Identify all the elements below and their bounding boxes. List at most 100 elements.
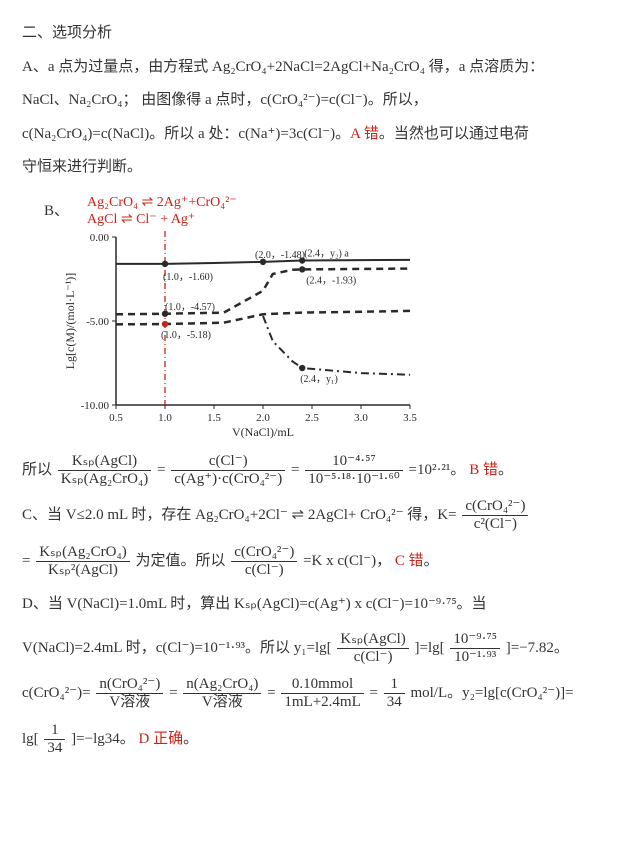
txt: A、a 点为过量点，由方程式 bbox=[22, 59, 212, 75]
dot: 。 bbox=[424, 553, 439, 569]
num: Kₛₚ(Ag₂CrO₄) bbox=[36, 544, 129, 561]
den: c²(Cl⁻) bbox=[462, 515, 528, 533]
svg-text:V(NaCl)/mL: V(NaCl)/mL bbox=[232, 425, 294, 439]
txt: 得，K= bbox=[404, 507, 457, 523]
frac: c(CrO₄²⁻)c²(Cl⁻) bbox=[462, 498, 528, 534]
num: 1 bbox=[384, 676, 405, 693]
frac: 0.10mmol1mL+2.4mL bbox=[281, 676, 363, 712]
svg-text:3.5: 3.5 bbox=[403, 412, 417, 424]
den: c(Cl⁻) bbox=[337, 648, 408, 666]
txt: C、当 V≤2.0 mL 时，存在 bbox=[22, 507, 195, 523]
den: V溶液 bbox=[96, 693, 163, 711]
eq: c(Na⁺)=3c(Cl⁻) bbox=[238, 126, 335, 142]
B-label: B、 bbox=[44, 196, 69, 228]
txt: 。当然也可以通过电荷 bbox=[379, 126, 529, 142]
svg-text:0.00: 0.00 bbox=[90, 232, 110, 244]
den: Kₛₚ²(AgCl) bbox=[36, 561, 129, 579]
txt: Ag₂CrO₄ ⇌ 2Ag⁺+CrO₄²⁻ bbox=[87, 195, 237, 210]
D-line1: D、当 V(NaCl)=1.0mL 时，算出 Kₛₚ(AgCl)=c(Ag⁺) … bbox=[22, 589, 613, 621]
frac: Kₛₚ(Ag₂CrO₄)Kₛₚ²(AgCl) bbox=[36, 544, 129, 580]
frac: c(Cl⁻)c(Ag⁺)·c(CrO₄²⁻) bbox=[171, 453, 285, 489]
A-wrong: A 错 bbox=[350, 126, 379, 142]
D-line2: V(NaCl)=2.4mL 时，c(Cl⁻)=10⁻¹·⁹³。所以 y₁=lg[… bbox=[22, 631, 613, 667]
svg-text:(1.0，-4.57): (1.0，-4.57) bbox=[165, 301, 215, 312]
eq: = bbox=[370, 685, 378, 701]
B-wrong: B 错 bbox=[469, 462, 498, 478]
chart: 0.00-5.00-10.000.51.01.52.02.53.03.5V(Na… bbox=[60, 229, 613, 439]
num: n(CrO₄²⁻) bbox=[96, 676, 163, 693]
num: 0.10mmol bbox=[281, 676, 363, 693]
A-line4: 守恒来进行判断。 bbox=[22, 152, 613, 184]
svg-text:2.0: 2.0 bbox=[256, 412, 270, 424]
txt: c(CrO₄²⁻)= bbox=[22, 685, 91, 701]
A-line3: c(Na₂CrO₄)=c(NaCl)。所以 a 处：c(Na⁺)=3c(Cl⁻)… bbox=[22, 119, 613, 151]
num: 10⁻⁴·⁵⁷ bbox=[305, 453, 403, 470]
section-heading: 二、选项分析 bbox=[22, 18, 613, 50]
txt: D、当 V(NaCl)=1.0mL 时，算出 Kₛₚ(AgCl)=c(Ag⁺) … bbox=[22, 596, 487, 612]
frac: 134 bbox=[44, 722, 65, 758]
frac: 10⁻⁴·⁵⁷10⁻⁵·¹⁸·10⁻¹·⁶⁰ bbox=[305, 453, 403, 489]
svg-text:1.5: 1.5 bbox=[207, 412, 221, 424]
den: 34 bbox=[44, 739, 65, 757]
eq: = bbox=[169, 685, 177, 701]
eq-top: Ag₂CrO₄ ⇌ 2Ag⁺+CrO₄²⁻ bbox=[87, 194, 237, 212]
B-equation: 所以 Kₛₚ(AgCl)Kₛₚ(Ag₂CrO₄) = c(Cl⁻)c(Ag⁺)·… bbox=[22, 453, 613, 489]
txt: =10²·²¹。 bbox=[408, 462, 465, 478]
dot: 。 bbox=[183, 731, 198, 747]
svg-text:2.5: 2.5 bbox=[305, 412, 319, 424]
frac: c(CrO₄²⁻)c(Cl⁻) bbox=[231, 544, 297, 580]
D-correct: D 正确 bbox=[139, 731, 184, 747]
num: n(Ag₂CrO₄) bbox=[183, 676, 261, 693]
den: 10⁻¹·⁹³ bbox=[450, 648, 500, 666]
den: c(Cl⁻) bbox=[231, 561, 297, 579]
eq: = bbox=[157, 462, 165, 478]
C-line1: C、当 V≤2.0 mL 时，存在 Ag₂CrO₄+2Cl⁻ ⇌ 2AgCl+ … bbox=[22, 498, 613, 534]
num: Kₛₚ(AgCl) bbox=[58, 453, 151, 470]
chart-caption: B、 Ag₂CrO₄ ⇌ 2Ag⁺+CrO₄²⁻ AgCl ⇌ Cl⁻ + Ag… bbox=[22, 190, 613, 229]
A-line1: A、a 点为过量点，由方程式 Ag₂CrO₄+2NaCl=2AgCl+Na₂Cr… bbox=[22, 52, 613, 84]
svg-text:-10.00: -10.00 bbox=[81, 400, 110, 412]
svg-text:(2.4，y₂) a: (2.4，y₂) a bbox=[304, 248, 349, 259]
den: 10⁻⁵·¹⁸·10⁻¹·⁶⁰ bbox=[305, 470, 403, 488]
txt: =K x c(Cl⁻)， bbox=[303, 553, 391, 569]
svg-text:(2.4，y₁): (2.4，y₁) bbox=[300, 374, 338, 385]
num: c(CrO₄²⁻) bbox=[231, 544, 297, 561]
frac: 10⁻⁹·⁷⁵10⁻¹·⁹³ bbox=[450, 631, 500, 667]
num: c(CrO₄²⁻) bbox=[462, 498, 528, 515]
svg-text:3.0: 3.0 bbox=[354, 412, 368, 424]
txt: ]=lg[ bbox=[415, 640, 445, 656]
txt: 。所以， bbox=[368, 92, 428, 108]
svg-text:Lg[c(M)/(mol·L⁻¹)]: Lg[c(M)/(mol·L⁻¹)] bbox=[63, 272, 77, 369]
txt: 得，a 点溶质为： bbox=[425, 59, 544, 75]
dot: 。 bbox=[498, 462, 513, 478]
svg-text:1.0: 1.0 bbox=[158, 412, 172, 424]
chart-eqs: Ag₂CrO₄ ⇌ 2Ag⁺+CrO₄²⁻ AgCl ⇌ Cl⁻ + Ag⁺ bbox=[87, 194, 237, 229]
txt: 。 bbox=[335, 126, 350, 142]
svg-text:(2.0，-1.48): (2.0，-1.48) bbox=[255, 249, 305, 260]
txt: 为定值。所以 bbox=[135, 553, 225, 569]
eq: c(Na₂CrO₄)=c(NaCl)。所以 a 处： bbox=[22, 126, 238, 142]
A-line2: NaCl、Na₂CrO₄； 由图像得 a 点时，c(CrO₄²⁻)=c(Cl⁻)… bbox=[22, 85, 613, 117]
frac: 134 bbox=[384, 676, 405, 712]
den: 34 bbox=[384, 693, 405, 711]
eq: = bbox=[291, 462, 299, 478]
num: 1 bbox=[44, 722, 65, 739]
C-wrong: C 错 bbox=[395, 553, 424, 569]
frac: n(Ag₂CrO₄)V溶液 bbox=[183, 676, 261, 712]
svg-text:(1.0，-5.18): (1.0，-5.18) bbox=[161, 330, 211, 341]
frac: Kₛₚ(AgCl)c(Cl⁻) bbox=[337, 631, 408, 667]
num: 10⁻⁹·⁷⁵ bbox=[450, 631, 500, 648]
svg-text:-5.00: -5.00 bbox=[86, 316, 109, 328]
txt: ]=−7.82。 bbox=[506, 640, 569, 656]
txt: lg[ bbox=[22, 731, 39, 747]
num: Kₛₚ(AgCl) bbox=[337, 631, 408, 648]
svg-text:(2.4，-1.93): (2.4，-1.93) bbox=[306, 275, 356, 286]
eq: = bbox=[267, 685, 275, 701]
D-line3: c(CrO₄²⁻)= n(CrO₄²⁻)V溶液 = n(Ag₂CrO₄)V溶液 … bbox=[22, 676, 613, 712]
eq: = bbox=[22, 546, 30, 578]
den: Kₛₚ(Ag₂CrO₄) bbox=[58, 470, 151, 488]
eq-bot: AgCl ⇌ Cl⁻ + Ag⁺ bbox=[87, 211, 237, 229]
eq: Ag₂CrO₄+2Cl⁻ ⇌ 2AgCl+ CrO₄²⁻ bbox=[195, 507, 403, 523]
txt: NaCl、Na₂CrO₄； 由图像得 a 点时， bbox=[22, 92, 260, 108]
num: c(Cl⁻) bbox=[171, 453, 285, 470]
